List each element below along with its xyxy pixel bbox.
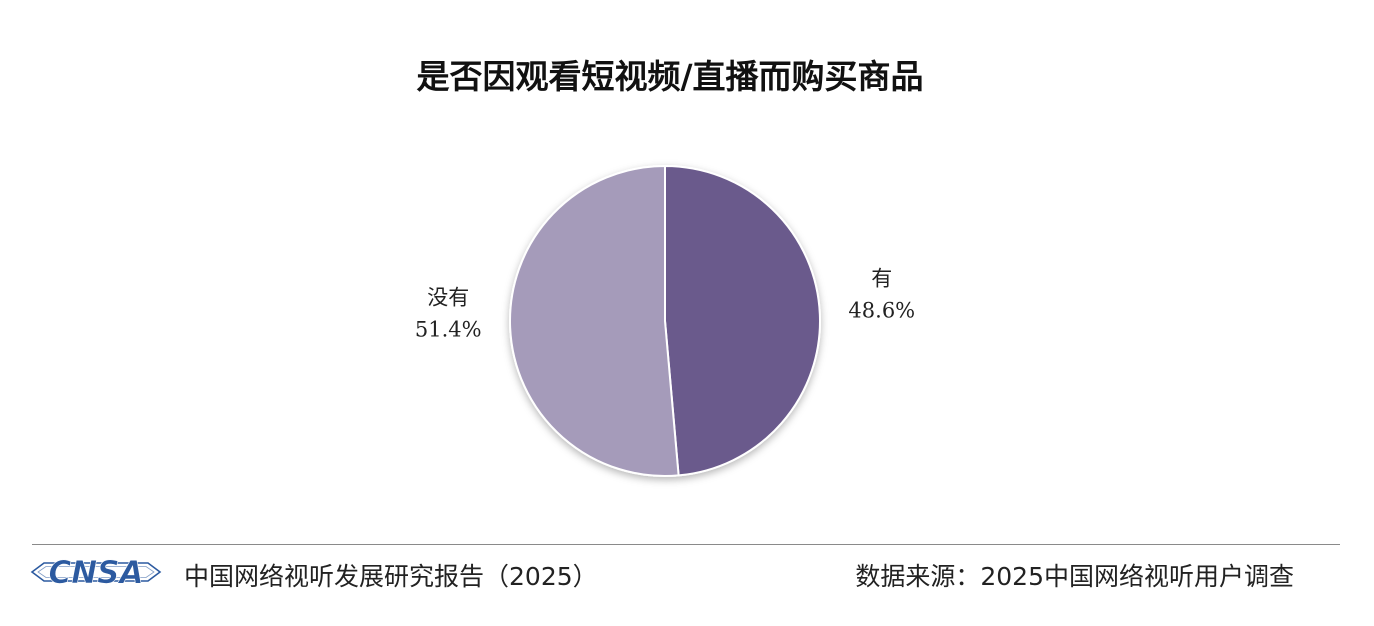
report-name: 中国网络视听发展研究报告（2025） (184, 562, 598, 591)
data-source: 数据来源：2025中国网络视听用户调查 (855, 562, 1294, 591)
svg-text:CNSA: CNSA (48, 555, 143, 591)
pie-labels: 有 48.6% 没有 51.4% (415, 266, 915, 341)
pie-slice-0 (664, 164, 821, 477)
pie-slice-1 (509, 164, 680, 477)
pie-chart: 有 48.6% 没有 51.4% (415, 164, 915, 477)
slice-value-0: 48.6% (848, 298, 915, 322)
footer: CNSA 中国网络视听发展研究报告（2025） 数据来源：2025中国网络视听用… (0, 548, 1374, 598)
cnsa-logo: CNSA (30, 555, 162, 591)
footer-divider (32, 544, 1340, 545)
chart-title: 是否因观看短视频/直播而购买商品 (416, 57, 924, 96)
slice-label-0: 有 (871, 266, 892, 290)
slice-value-1: 51.4% (415, 318, 482, 342)
pie-slices (509, 164, 821, 477)
slice-label-1: 没有 (427, 286, 469, 310)
